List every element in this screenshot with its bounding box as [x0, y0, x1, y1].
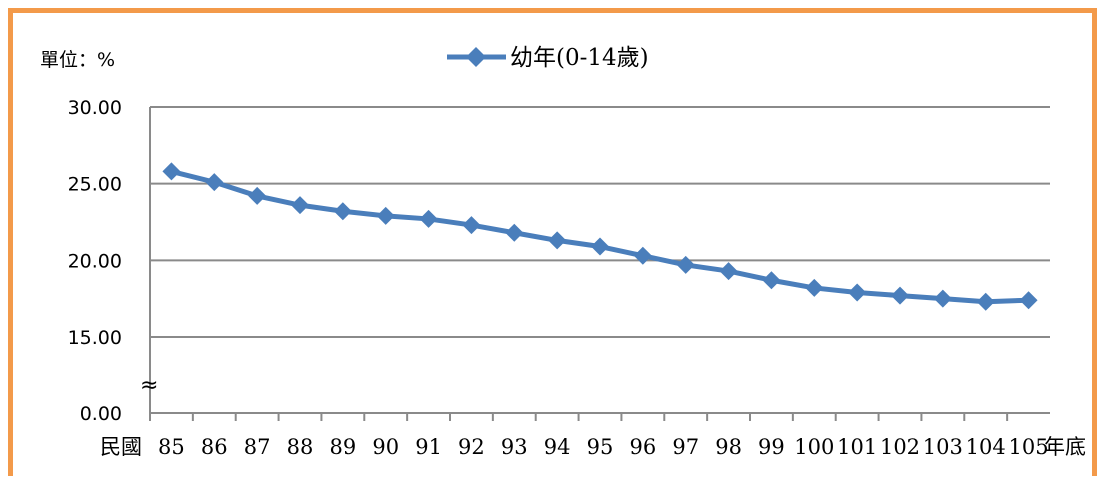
x-tick-label: 92	[458, 435, 485, 459]
data-point	[419, 209, 438, 228]
series-youth	[162, 162, 1038, 311]
x-tick-label: 88	[287, 435, 314, 459]
x-tick-label: 97	[672, 435, 699, 459]
data-point	[933, 289, 952, 308]
data-point	[548, 231, 567, 250]
x-tick-label: 94	[544, 435, 571, 459]
x-axis-ticks: 85 86 87 88 89 90 91 92 93 94 95 96 97 98 99 100 101 102 1…	[149, 413, 1049, 459]
data-point	[205, 173, 224, 192]
x-tick-label: 104	[966, 435, 1006, 459]
y-tick-label: 30.00	[68, 97, 122, 119]
x-tick-label: 91	[415, 435, 442, 459]
gridlines	[149, 106, 1050, 414]
y-tick-label: 15.00	[68, 327, 122, 349]
x-tick-label: 98	[715, 435, 742, 459]
data-point	[333, 202, 352, 221]
y-tick-label: 20.00	[68, 250, 122, 272]
y-axis-ticks: 30.00 25.00 20.00 15.00 0.00	[68, 97, 122, 425]
data-point	[976, 292, 995, 311]
x-tick-label: 99	[758, 435, 785, 459]
x-tick-label: 85	[158, 435, 185, 459]
x-tick-label: 101	[837, 435, 877, 459]
x-tick-label: 95	[587, 435, 614, 459]
x-tick-label: 93	[501, 435, 528, 459]
data-point	[591, 237, 609, 256]
data-point	[805, 278, 824, 297]
x-tick-label: 102	[880, 435, 920, 459]
data-point	[162, 162, 181, 181]
data-point	[462, 216, 481, 235]
x-tick-label: 86	[201, 435, 228, 459]
legend-label: 幼年(0-14歲)	[510, 45, 649, 71]
x-prefix-label: 民國	[100, 435, 142, 459]
axis-break-mark: ≈	[140, 373, 158, 398]
data-point	[676, 255, 695, 274]
x-tick-label: 87	[244, 435, 271, 459]
data-point	[505, 223, 524, 242]
legend: 幼年(0-14歲)	[447, 45, 649, 71]
data-point	[376, 206, 395, 225]
x-suffix-label: 年底	[1044, 435, 1086, 459]
data-point	[1019, 291, 1038, 310]
data-point	[633, 246, 652, 265]
data-point	[762, 271, 781, 290]
legend-marker	[466, 47, 486, 67]
unit-label: 單位：%	[40, 49, 115, 71]
x-tick-label: 89	[329, 435, 356, 459]
x-tick-label: 100	[794, 435, 834, 459]
x-tick-label: 103	[923, 435, 963, 459]
x-tick-label: 96	[629, 435, 656, 459]
data-point	[291, 196, 309, 215]
data-point	[719, 262, 738, 281]
y-tick-label: 0.00	[80, 403, 122, 425]
data-point	[848, 283, 867, 302]
data-point	[891, 286, 909, 305]
data-point	[248, 186, 267, 205]
x-tick-label: 90	[372, 435, 399, 459]
series-line	[170, 168, 1029, 305]
x-tick-label: 105	[1009, 435, 1049, 459]
y-tick-label: 25.00	[68, 174, 122, 196]
